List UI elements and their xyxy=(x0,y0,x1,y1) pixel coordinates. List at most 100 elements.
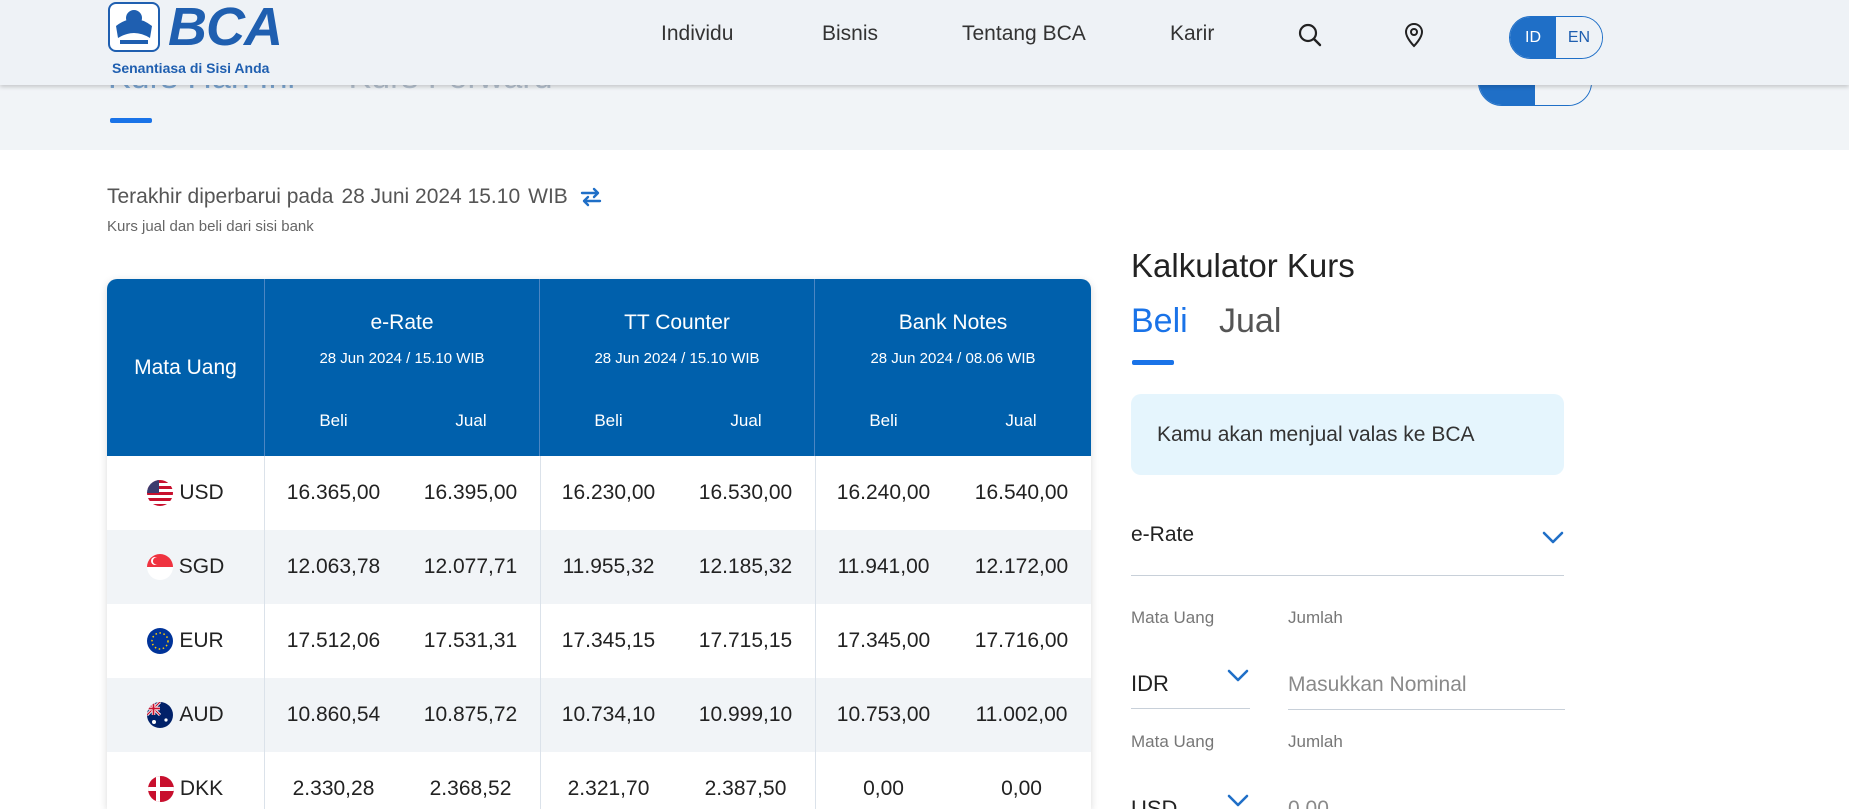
from-currency-label: Mata Uang xyxy=(1131,608,1215,627)
to-currency-label: Mata Uang xyxy=(1131,732,1215,751)
active-tab-indicator xyxy=(110,118,152,123)
last-updated-datetime: 28 Juni 2024 15.10 xyxy=(341,185,521,208)
calc-tab-buy[interactable]: Beli xyxy=(1131,302,1188,340)
from-currency-select[interactable]: IDR xyxy=(1131,653,1250,709)
tt-buy: 10.734,10 xyxy=(561,703,656,726)
language-switch: ID EN xyxy=(1509,16,1603,59)
tt-sell: 16.530,00 xyxy=(698,481,793,504)
to-currency-value: USD xyxy=(1131,796,1178,809)
nav-individu[interactable]: Individu xyxy=(661,22,734,45)
exchange-rate-table: Mata Uang e-Rate 28 Jun 2024 / 15.10 WIB… xyxy=(107,279,1091,809)
group-bank-notes-header: Bank Notes 28 Jun 2024 / 08.06 WIB Beli … xyxy=(815,279,1091,456)
calc-active-tab-indicator xyxy=(1132,360,1174,365)
divider xyxy=(815,530,816,604)
tt-sell: 17.715,15 xyxy=(698,629,793,652)
dk-flag-icon xyxy=(147,776,174,802)
currency-code: AUD xyxy=(179,703,224,726)
timezone-label: WIB xyxy=(528,185,568,208)
notes-buy: 0,00 xyxy=(863,777,904,800)
table-row: AUD 10.860,54 10.875,72 10.734,10 10.999… xyxy=(107,678,1091,752)
col-sell-header: Jual xyxy=(730,411,762,430)
col-buy-header: Beli xyxy=(319,411,348,430)
from-amount-field[interactable] xyxy=(1288,654,1565,710)
erate-sell: 16.395,00 xyxy=(423,481,518,504)
calc-tab-sell[interactable]: Jual xyxy=(1219,302,1282,340)
divider xyxy=(815,456,816,530)
currency-cell: USD xyxy=(107,456,265,530)
to-amount-output xyxy=(1288,792,1558,809)
tt-buy: 11.955,32 xyxy=(562,555,655,578)
to-amount-field[interactable] xyxy=(1288,778,1565,809)
divider xyxy=(540,752,541,809)
calc-info-banner: Kamu akan menjual valas ke BCA xyxy=(1131,394,1564,475)
currency-cell: SGD xyxy=(107,530,265,604)
from-currency-value: IDR xyxy=(1131,671,1169,696)
divider xyxy=(815,678,816,752)
chevron-down-icon xyxy=(1227,669,1249,682)
brand-name: BCA xyxy=(168,0,283,57)
rate-note: Kurs jual dan beli dari sisi bank xyxy=(107,218,314,235)
currency-cell: DKK xyxy=(107,752,265,809)
last-updated-label: Terakhir diperbarui pada xyxy=(107,185,334,208)
eu-flag-icon xyxy=(147,628,174,654)
notes-sell: 16.540,00 xyxy=(974,481,1069,504)
erate-sell: 12.077,71 xyxy=(423,555,518,578)
group-title: Bank Notes xyxy=(898,311,1008,334)
table-row: DKK 2.330,28 2.368,52 2.321,70 2.387,50 … xyxy=(107,752,1091,809)
us-flag-icon xyxy=(147,480,174,506)
divider xyxy=(815,752,816,809)
divider xyxy=(540,456,541,530)
group-title: TT Counter xyxy=(624,311,730,334)
group-date: 28 Jun 2024 / 15.10 WIB xyxy=(594,350,760,367)
col-sell-header: Jual xyxy=(455,411,487,430)
search-icon[interactable] xyxy=(1297,22,1323,48)
refresh-swap-icon[interactable] xyxy=(578,186,604,208)
divider xyxy=(540,604,541,678)
col-sell-header: Jual xyxy=(1005,411,1037,430)
erate-buy: 12.063,78 xyxy=(286,555,381,578)
bca-emblem-icon xyxy=(108,2,160,52)
notes-buy: 16.240,00 xyxy=(836,481,931,504)
lang-en-button[interactable]: EN xyxy=(1556,17,1602,58)
calculator-title: Kalkulator Kurs xyxy=(1131,247,1355,284)
erate-sell: 10.875,72 xyxy=(423,703,518,726)
chevron-down-icon xyxy=(1227,794,1249,807)
divider xyxy=(540,530,541,604)
nav-karir[interactable]: Karir xyxy=(1170,22,1215,45)
group-title: e-Rate xyxy=(370,311,434,334)
chevron-down-icon xyxy=(1542,531,1564,544)
tt-buy: 16.230,00 xyxy=(561,481,656,504)
notes-sell: 17.716,00 xyxy=(974,629,1069,652)
col-buy-header: Beli xyxy=(869,411,898,430)
table-row: EUR 17.512,06 17.531,31 17.345,15 17.715… xyxy=(107,604,1091,678)
nav-tentang-bca[interactable]: Tentang BCA xyxy=(962,22,1086,45)
notes-buy: 10.753,00 xyxy=(836,703,931,726)
col-currency-header: Mata Uang xyxy=(107,279,265,456)
erate-buy: 10.860,54 xyxy=(286,703,381,726)
to-currency-select[interactable]: USD xyxy=(1131,778,1250,809)
rate-type-value: e-Rate xyxy=(1131,523,1195,546)
from-amount-label: Jumlah xyxy=(1288,608,1343,627)
nav-bisnis[interactable]: Bisnis xyxy=(822,22,879,45)
divider xyxy=(540,678,541,752)
brand-tagline: Senantiasa di Sisi Anda xyxy=(112,60,270,76)
table-row: SGD 12.063,78 12.077,71 11.955,32 12.185… xyxy=(107,530,1091,604)
location-pin-icon[interactable] xyxy=(1401,22,1427,48)
currency-cell: EUR xyxy=(107,604,265,678)
group-date: 28 Jun 2024 / 08.06 WIB xyxy=(870,350,1036,367)
group-date: 28 Jun 2024 / 15.10 WIB xyxy=(319,350,485,367)
lang-id-button[interactable]: ID xyxy=(1510,17,1556,58)
table-row: USD 16.365,00 16.395,00 16.230,00 16.530… xyxy=(107,456,1091,530)
notes-sell: 11.002,00 xyxy=(975,703,1068,726)
erate-buy: 17.512,06 xyxy=(286,629,381,652)
from-amount-input[interactable] xyxy=(1288,668,1558,702)
tt-buy: 17.345,15 xyxy=(561,629,656,652)
rate-type-select[interactable]: e-Rate xyxy=(1131,507,1564,576)
tt-sell: 12.185,32 xyxy=(698,555,793,578)
erate-sell: 17.531,31 xyxy=(423,629,518,652)
group-tt-counter-header: TT Counter 28 Jun 2024 / 15.10 WIB Beli … xyxy=(540,279,815,456)
bca-logo[interactable]: BCA Senantiasa di Sisi Anda xyxy=(106,0,286,82)
currency-cell: AUD xyxy=(107,678,265,752)
currency-code: EUR xyxy=(179,629,224,652)
tt-sell: 2.387,50 xyxy=(704,777,787,800)
